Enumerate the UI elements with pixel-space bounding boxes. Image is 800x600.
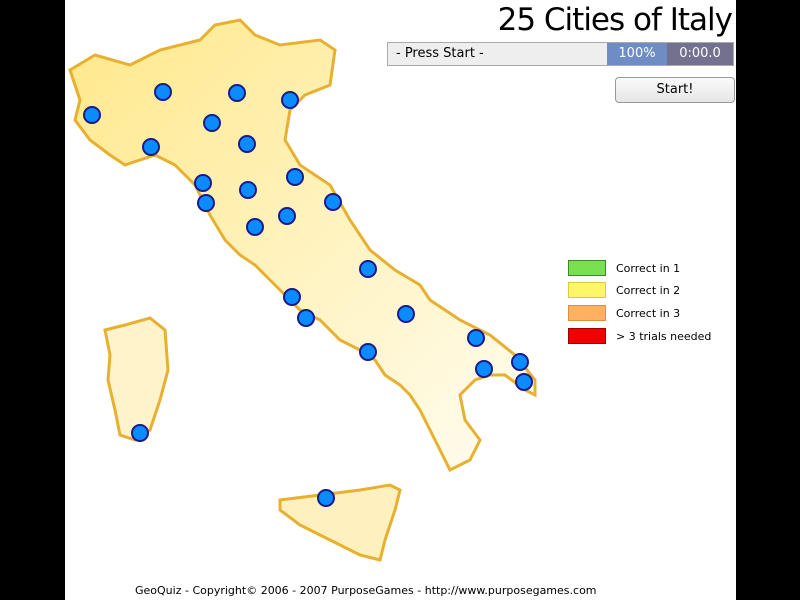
city-marker[interactable]: [83, 106, 101, 124]
legend-swatch: [568, 282, 606, 298]
sicily: [278, 483, 402, 562]
city-marker[interactable]: [197, 194, 215, 212]
legend-label: Correct in 3: [616, 306, 681, 320]
city-marker[interactable]: [203, 114, 221, 132]
legend-label: Correct in 2: [616, 283, 681, 297]
timer: 0:00.0: [667, 43, 733, 65]
city-marker[interactable]: [131, 424, 149, 442]
legend-item: > 3 trials needed: [568, 328, 711, 344]
city-marker[interactable]: [228, 84, 246, 102]
city-marker[interactable]: [515, 373, 533, 391]
city-marker[interactable]: [297, 309, 315, 327]
city-marker[interactable]: [238, 135, 256, 153]
city-marker[interactable]: [475, 360, 493, 378]
city-marker[interactable]: [281, 91, 299, 109]
legend-label: > 3 trials needed: [616, 329, 712, 343]
city-marker[interactable]: [511, 353, 529, 371]
city-marker[interactable]: [359, 260, 377, 278]
score-percent: 100%: [607, 43, 667, 65]
city-marker[interactable]: [142, 138, 160, 156]
legend-item: Correct in 2: [568, 282, 680, 298]
legend-label: Correct in 1: [616, 261, 681, 275]
legend-item: Correct in 1: [568, 260, 680, 276]
game-stage: 25 Cities of Italy - Press Start - 100% …: [65, 0, 736, 600]
mainland: [68, 18, 537, 473]
city-marker[interactable]: [317, 489, 335, 507]
legend-swatch: [568, 328, 606, 344]
legend-swatch: [568, 305, 606, 321]
legend-item: Correct in 3: [568, 305, 680, 321]
status-message: - Press Start -: [396, 46, 484, 61]
city-marker[interactable]: [283, 288, 301, 306]
city-marker[interactable]: [246, 218, 264, 236]
city-marker[interactable]: [278, 207, 296, 225]
legend-swatch: [568, 260, 606, 276]
city-marker[interactable]: [286, 168, 304, 186]
status-bar: - Press Start - 100% 0:00.0: [387, 42, 734, 66]
quiz-title: 25 Cities of Italy: [497, 2, 733, 38]
city-marker[interactable]: [397, 305, 415, 323]
city-marker[interactable]: [467, 329, 485, 347]
footer-copyright: GeoQuiz - Copyright© 2006 - 2007 Purpose…: [135, 584, 597, 597]
city-marker[interactable]: [154, 83, 172, 101]
start-button[interactable]: Start!: [615, 77, 735, 103]
italy-map: [68, 18, 537, 562]
city-marker[interactable]: [194, 174, 212, 192]
city-marker[interactable]: [324, 193, 342, 211]
sardinia: [103, 316, 170, 442]
city-marker[interactable]: [239, 181, 257, 199]
city-marker[interactable]: [359, 343, 377, 361]
